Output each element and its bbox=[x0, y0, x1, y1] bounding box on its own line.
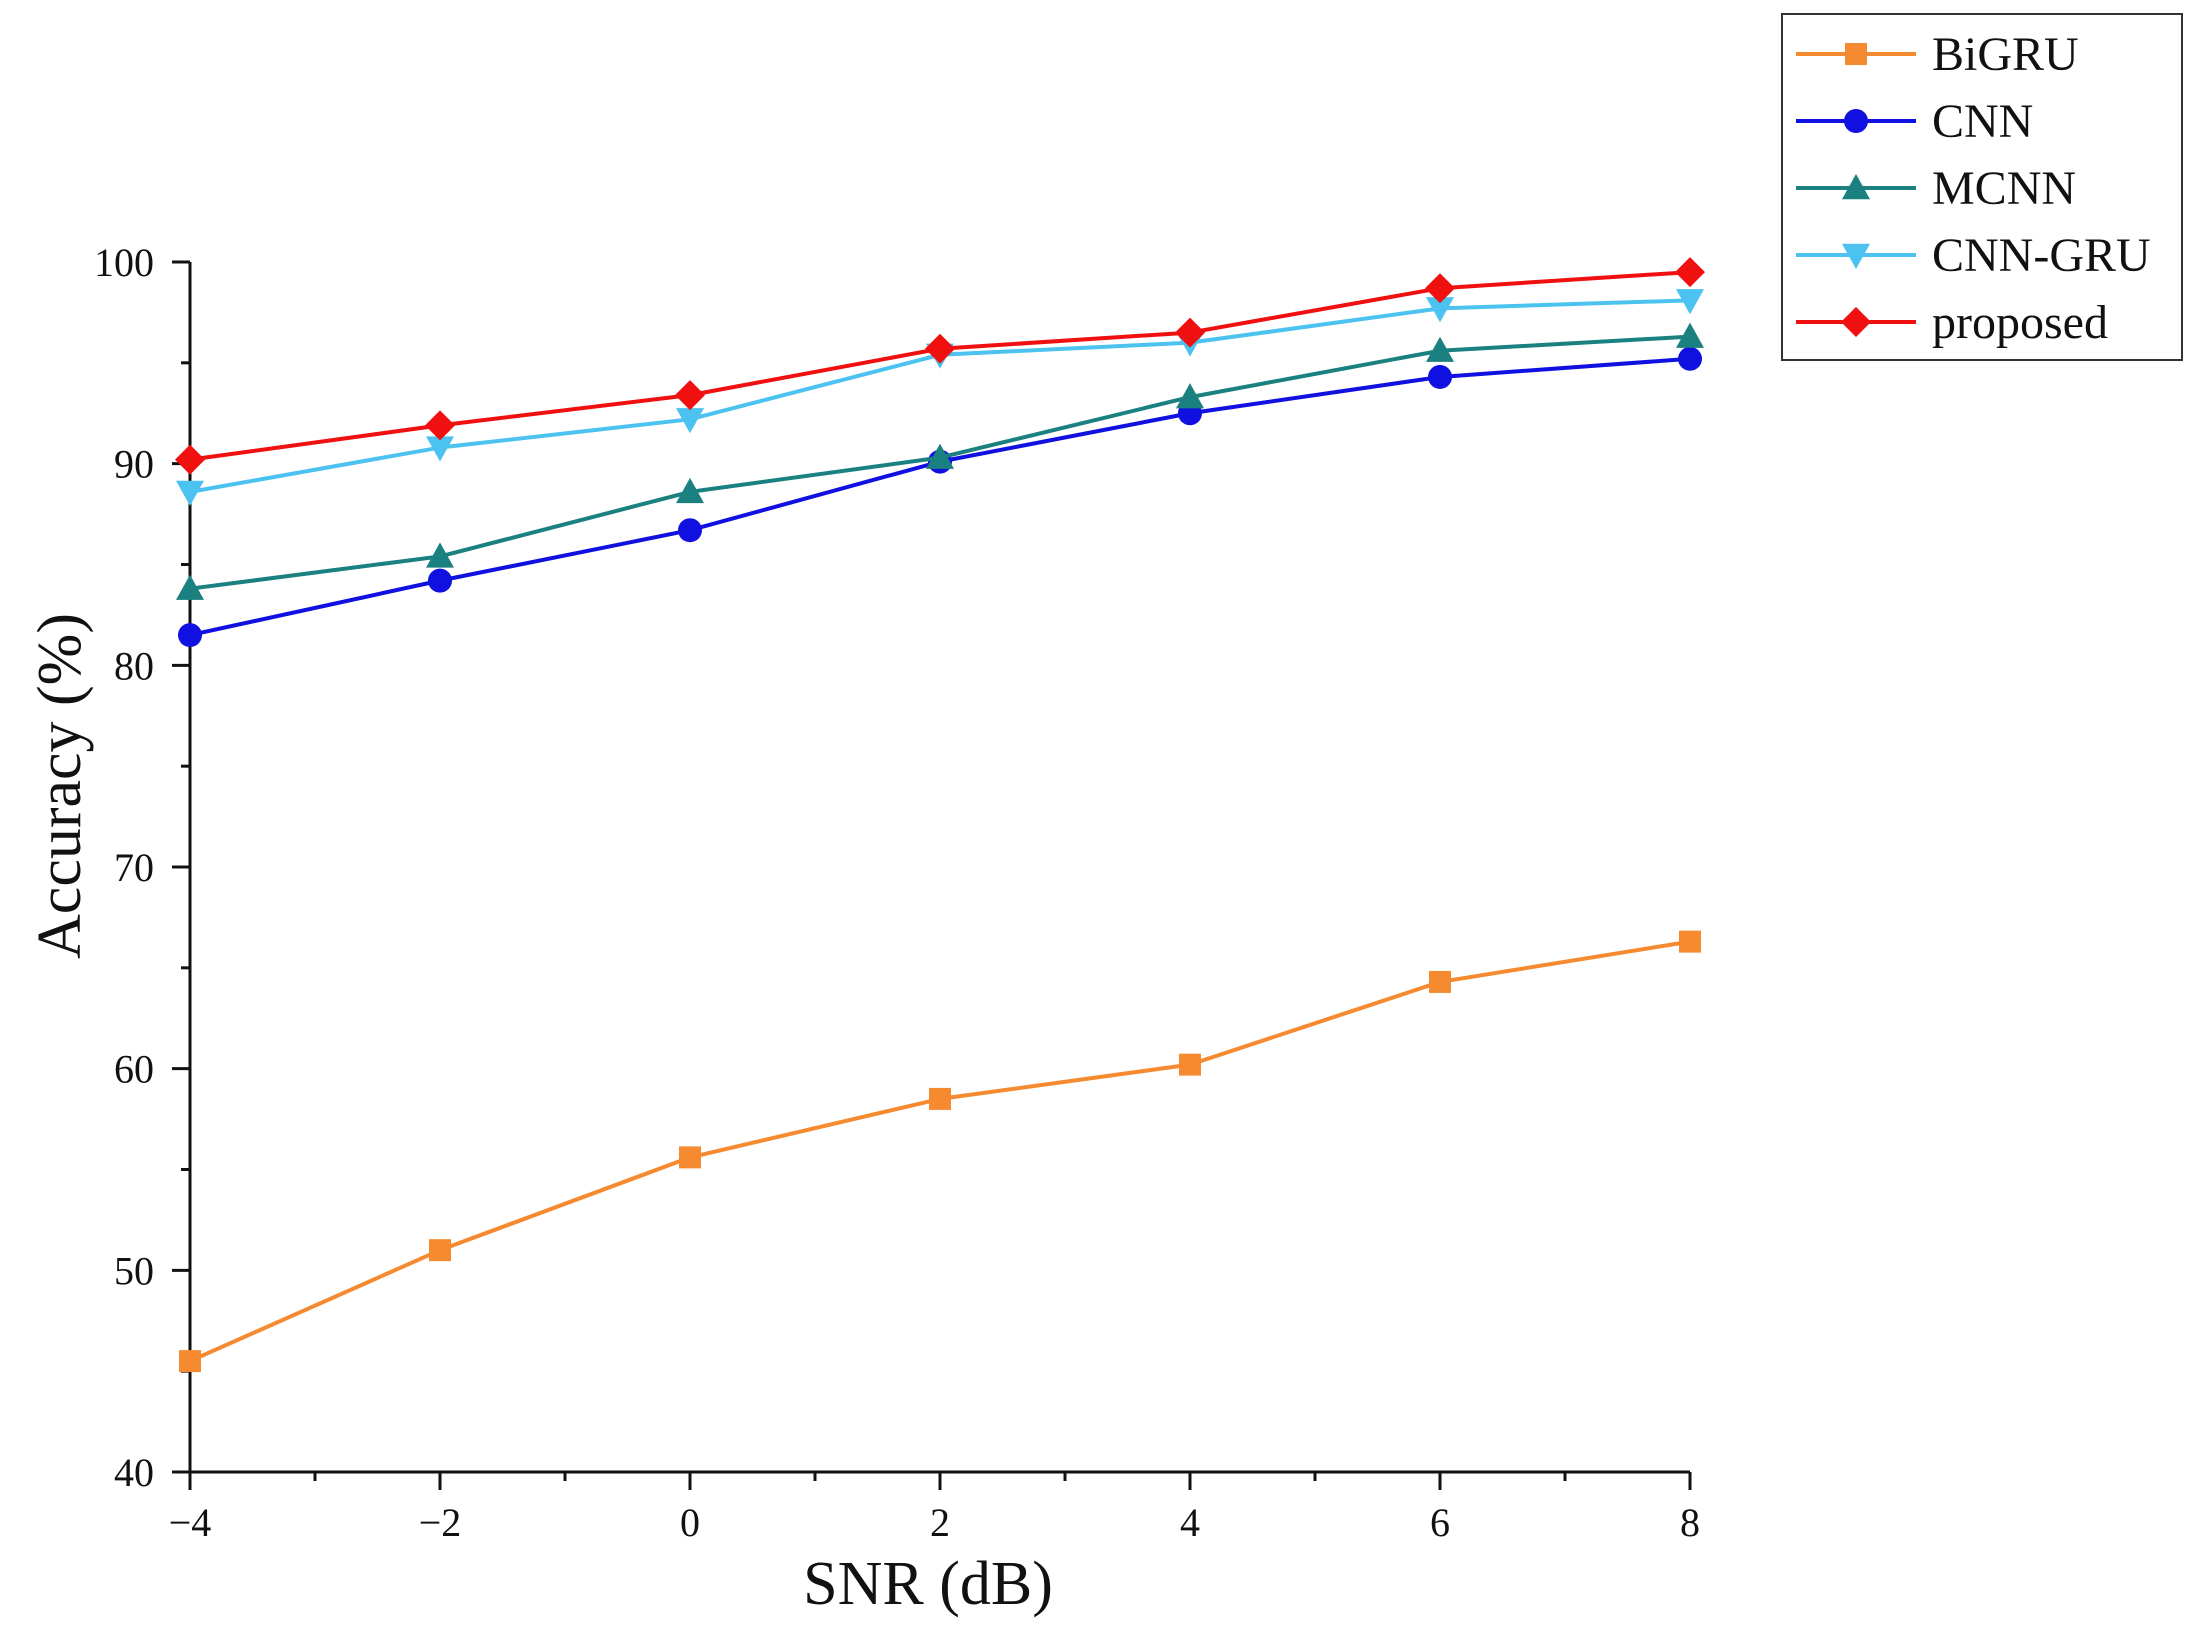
data-point-bigru bbox=[429, 1239, 451, 1262]
data-point-cnn bbox=[178, 623, 202, 648]
y-tick-label: 90 bbox=[114, 442, 154, 487]
x-tick-label: 8 bbox=[1680, 1500, 1700, 1545]
data-point-mcnn bbox=[926, 443, 954, 469]
y-tick-label: 80 bbox=[114, 643, 154, 688]
x-tick-label: 4 bbox=[1180, 1500, 1200, 1545]
y-tick-label: 60 bbox=[114, 1047, 154, 1092]
y-axis-title: Accuracy (%) bbox=[26, 613, 94, 959]
data-point-mcnn bbox=[1176, 383, 1204, 409]
data-point-mcnn bbox=[176, 574, 204, 600]
data-point-proposed bbox=[925, 333, 955, 364]
x-tick-label: 0 bbox=[680, 1500, 700, 1545]
data-point-cnn-gru bbox=[426, 436, 454, 462]
data-point-bigru bbox=[179, 1350, 201, 1373]
data-point-mcnn bbox=[426, 542, 454, 568]
data-point-proposed bbox=[1425, 273, 1455, 304]
data-point-cnn-gru bbox=[176, 480, 204, 506]
data-point-mcnn bbox=[1426, 336, 1454, 362]
series-proposed bbox=[175, 257, 1705, 475]
data-point-proposed bbox=[1675, 257, 1705, 288]
data-point-proposed bbox=[425, 410, 455, 441]
legend-label: CNN bbox=[1932, 95, 2033, 148]
x-tick-label: 6 bbox=[1430, 1500, 1450, 1545]
series-line-bigru bbox=[189, 939, 1691, 1363]
data-point-cnn bbox=[1428, 364, 1452, 389]
legend-item-cnn: CNN bbox=[1796, 95, 2033, 148]
data-point-cnn bbox=[678, 518, 702, 543]
series-line-cnn bbox=[189, 356, 1691, 638]
axes: −4 −2 0 2 4 6 8 40 50 60 70 80 90 100 bbox=[94, 240, 1700, 1545]
legend-item-cnn-gru: CNN-GRU bbox=[1796, 229, 2151, 282]
data-point-proposed bbox=[675, 380, 705, 411]
data-point-bigru bbox=[1179, 1053, 1201, 1076]
legend-item-mcnn: MCNN bbox=[1796, 162, 2076, 215]
legend-swatch-marker bbox=[1842, 174, 1870, 200]
legend-item-proposed: proposed bbox=[1796, 296, 2108, 349]
legend-swatch-marker bbox=[1845, 43, 1867, 65]
data-point-bigru bbox=[929, 1087, 951, 1110]
series-layer bbox=[175, 257, 1705, 1373]
data-point-mcnn bbox=[676, 477, 704, 504]
y-tick-label: 70 bbox=[114, 845, 154, 890]
x-tick-label: −2 bbox=[419, 1500, 462, 1545]
series-cnn bbox=[178, 346, 1702, 648]
data-point-cnn-gru bbox=[1426, 297, 1454, 323]
series-bigru bbox=[179, 930, 1701, 1373]
data-point-proposed bbox=[1175, 317, 1205, 348]
data-point-cnn-gru bbox=[676, 408, 704, 434]
x-tick-label: −4 bbox=[169, 1500, 212, 1545]
legend: BiGRU CNN MCNN CNN-GRU proposed bbox=[1781, 13, 2183, 361]
y-tick-label: 50 bbox=[114, 1248, 154, 1293]
data-point-mcnn bbox=[1676, 322, 1704, 348]
data-point-bigru bbox=[1429, 970, 1451, 993]
x-tick-label: 2 bbox=[930, 1500, 950, 1545]
legend-item-bigru: BiGRU bbox=[1796, 28, 2079, 81]
series-mcnn bbox=[176, 322, 1704, 600]
y-tick-label: 40 bbox=[114, 1450, 154, 1495]
data-point-cnn bbox=[428, 568, 452, 593]
data-point-cnn-gru bbox=[1676, 289, 1704, 315]
data-point-bigru bbox=[679, 1146, 701, 1169]
x-axis-title: SNR (dB) bbox=[803, 1550, 1053, 1618]
legend-swatch-marker bbox=[1844, 109, 1868, 133]
data-point-proposed bbox=[175, 444, 205, 475]
legend-label: proposed bbox=[1932, 296, 2108, 349]
data-point-cnn bbox=[1678, 346, 1702, 371]
legend-swatch-marker bbox=[1841, 307, 1871, 337]
data-point-bigru bbox=[1679, 930, 1701, 953]
y-tick-label: 100 bbox=[94, 240, 154, 285]
legend-swatch-marker bbox=[1842, 243, 1870, 269]
legend-label: BiGRU bbox=[1932, 28, 2079, 81]
legend-label: CNN-GRU bbox=[1932, 229, 2151, 282]
legend-label: MCNN bbox=[1932, 162, 2076, 215]
